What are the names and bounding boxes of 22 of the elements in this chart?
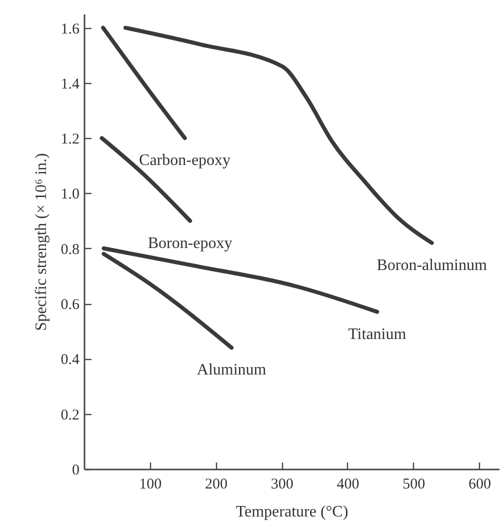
series-label: Titanium: [348, 326, 407, 343]
x-axis-title: Temperature (°C): [236, 504, 348, 520]
y-tick-label: 1.0: [60, 186, 80, 203]
x-tick-label: 200: [204, 476, 228, 492]
y-axis-title: Specific strength (× 10⁶ in.): [32, 153, 50, 331]
x-tick-label: 600: [468, 476, 491, 492]
series-label: Aluminum: [196, 362, 267, 379]
y-tick-label: 1.6: [60, 21, 80, 38]
y-tick-label: 0: [72, 462, 80, 478]
y-tick-label: 1.4: [60, 76, 80, 92]
x-tick-label: 500: [402, 476, 426, 492]
y-tick-label: 0.4: [60, 352, 80, 368]
y-tick-label: 0.2: [60, 407, 80, 424]
x-tick-label: 300: [270, 476, 294, 492]
y-tick-label: 0.6: [60, 297, 80, 314]
x-tick-label: 400: [336, 476, 360, 492]
x-tick-label: 100: [139, 476, 162, 492]
series-label: Boron-epoxy: [148, 234, 232, 252]
series-label: Boron-aluminum: [376, 256, 488, 274]
y-tick-label: 1.2: [60, 132, 80, 148]
series-label: Carbon-epoxy: [139, 152, 231, 170]
y-tick-label: 0.8: [60, 242, 80, 258]
